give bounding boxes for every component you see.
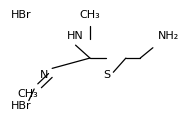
Text: HBr: HBr <box>11 10 31 21</box>
Text: HN: HN <box>67 31 84 41</box>
Text: S: S <box>103 70 111 80</box>
Text: HBr: HBr <box>11 101 31 111</box>
Text: NH₂: NH₂ <box>158 31 180 41</box>
Text: CH₃: CH₃ <box>17 89 38 99</box>
Text: N: N <box>40 70 48 80</box>
Text: CH₃: CH₃ <box>79 10 100 21</box>
